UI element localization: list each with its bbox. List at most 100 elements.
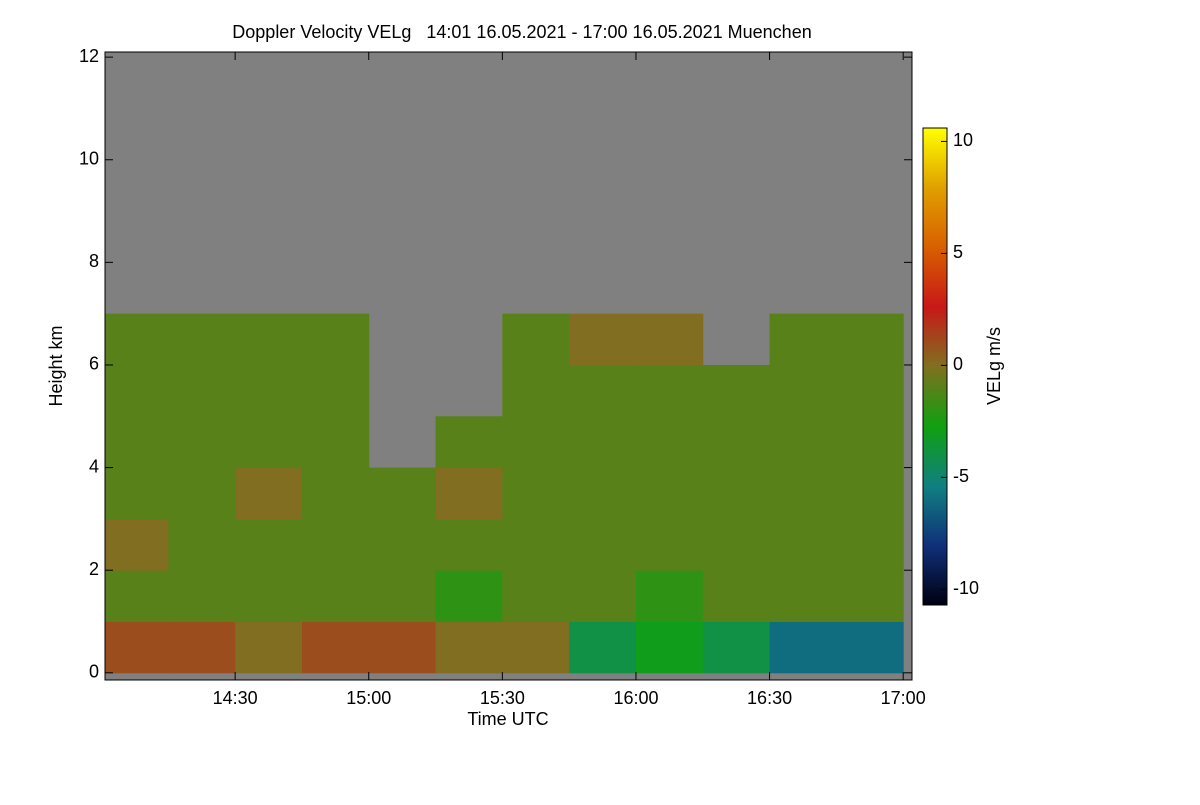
heatmap-cell: [301, 364, 370, 417]
colorbar-tick-label: 5: [953, 242, 963, 262]
heatmap-cell: [769, 364, 837, 417]
x-tick-label: 15:30: [480, 688, 525, 708]
heatmap-cell: [502, 313, 570, 366]
heatmap-cell: [836, 518, 904, 571]
heatmap-cell: [569, 621, 637, 674]
heatmap-cell: [168, 364, 236, 417]
colorbar-tick-label: 10: [953, 130, 973, 150]
x-tick-label: 16:00: [613, 688, 658, 708]
heatmap-cell: [368, 518, 437, 571]
y-tick-label: 8: [89, 251, 99, 271]
heatmap-cell: [502, 518, 570, 571]
heatmap-cell: [569, 518, 637, 571]
heatmap-cell: [635, 416, 704, 469]
heatmap-cell: [235, 518, 303, 571]
heatmap-cell: [168, 313, 236, 366]
heatmap-cell: [702, 518, 771, 571]
colorbar-label: VELg m/s: [984, 327, 1004, 405]
heatmap-cell: [836, 416, 904, 469]
heatmap-cell: [435, 518, 503, 571]
heatmap-cell: [502, 467, 570, 520]
heatmap-cell: [502, 364, 570, 417]
x-tick-label: 17:00: [881, 688, 926, 708]
heatmap-cell: [836, 467, 904, 520]
heatmap-cell: [435, 570, 503, 623]
heatmap-cell: [769, 313, 837, 366]
heatmap-cell: [502, 416, 570, 469]
y-axis-label: Height km: [46, 325, 66, 406]
heatmap-cell: [769, 416, 837, 469]
colorbar: [922, 127, 948, 606]
heatmap-cell: [105, 621, 169, 674]
heatmap-cell: [301, 313, 370, 366]
heatmap-cell: [769, 621, 837, 674]
heatmap-cell: [105, 570, 169, 623]
heatmap-cell: [836, 621, 904, 674]
heatmap-cell: [635, 621, 704, 674]
heatmap-cell: [105, 467, 169, 520]
y-tick-label: 6: [89, 354, 99, 374]
heatmap-cell: [635, 518, 704, 571]
heatmap-cell: [702, 621, 771, 674]
heatmap-cell: [702, 570, 771, 623]
heatmap-cell: [235, 570, 303, 623]
heatmap-cell: [105, 364, 169, 417]
heatmap-cell: [435, 467, 503, 520]
x-tick-label: 15:00: [346, 688, 391, 708]
heatmap-cell: [702, 364, 771, 417]
heatmap-cell: [502, 621, 570, 674]
heatmap-cell: [105, 518, 169, 571]
heatmap-cell: [635, 570, 704, 623]
heatmap-cell: [368, 570, 437, 623]
heatmap-cell: [168, 570, 236, 623]
heatmap-cell: [435, 621, 503, 674]
heatmap-cell: [235, 621, 303, 674]
heatmap-cell: [836, 364, 904, 417]
heatmap-cell: [301, 518, 370, 571]
heatmap-cell: [502, 570, 570, 623]
heatmap-cell: [368, 467, 437, 520]
heatmap-cell: [301, 621, 370, 674]
heatmap-cell: [168, 621, 236, 674]
y-tick-label: 0: [89, 662, 99, 682]
heatmap-cell: [635, 467, 704, 520]
heatmap-cell: [301, 416, 370, 469]
heatmap-cell: [702, 467, 771, 520]
x-tick-label: 14:30: [213, 688, 258, 708]
heatmap-cell: [235, 416, 303, 469]
heatmap-cell: [105, 416, 169, 469]
heatmap-cell: [105, 313, 169, 366]
heatmap-cell: [569, 313, 637, 366]
heatmap-cell: [435, 416, 503, 469]
y-tick-label: 2: [89, 559, 99, 579]
heatmap-cell: [569, 467, 637, 520]
heatmap-cell: [569, 364, 637, 417]
heatmap-cell: [569, 416, 637, 469]
colorbar-tick-label: 0: [953, 354, 963, 374]
heatmap: [105, 52, 912, 680]
heatmap-cell: [769, 467, 837, 520]
heatmap-cell: [168, 518, 236, 571]
heatmap-cell: [836, 313, 904, 366]
heatmap-cell: [836, 570, 904, 623]
heatmap-cell: [168, 416, 236, 469]
heatmap-cell: [235, 364, 303, 417]
heatmap-cell: [769, 570, 837, 623]
y-tick-label: 4: [89, 456, 99, 476]
chart-title: Doppler Velocity VELg 14:01 16.05.2021 -…: [232, 22, 811, 42]
y-tick-label: 12: [79, 46, 99, 66]
colorbar-tick-label: -5: [953, 466, 969, 486]
y-tick-label: 10: [79, 148, 99, 168]
x-tick-label: 16:30: [747, 688, 792, 708]
heatmap-cell: [702, 416, 771, 469]
heatmap-cell: [769, 518, 837, 571]
colorbar-tick-label: -10: [953, 578, 979, 598]
heatmap-cell: [168, 467, 236, 520]
heatmap-cell: [635, 364, 704, 417]
heatmap-cell: [235, 313, 303, 366]
heatmap-cell: [635, 313, 704, 366]
heatmap-cell: [301, 570, 370, 623]
heatmap-cell: [301, 467, 370, 520]
plot-frame: [104, 51, 913, 681]
